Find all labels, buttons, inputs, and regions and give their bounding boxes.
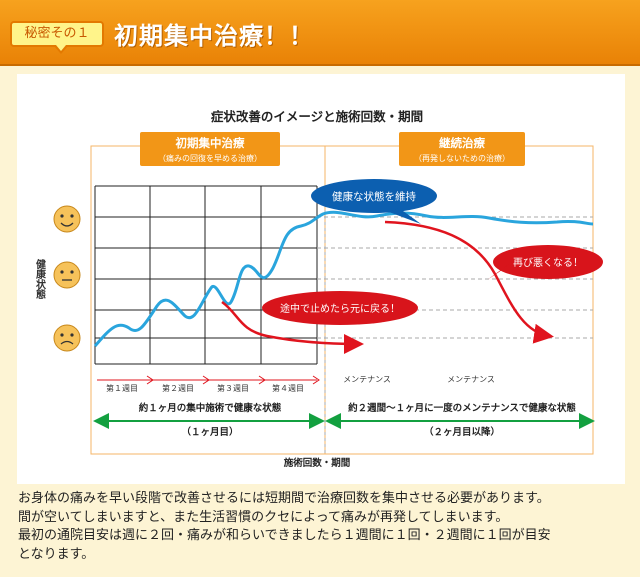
week-1: 第１週目 <box>106 383 138 393</box>
callout-relapse-late-text: 再び悪くなる！ <box>513 257 583 269</box>
callout-relapse-early: 途中で止めたら元に戻る！ <box>262 291 418 325</box>
face-happy-icon <box>53 205 81 233</box>
face-neutral-icon <box>53 261 81 289</box>
phase1-subtitle: （痛みの回復を早める治療） <box>158 153 262 163</box>
improvement-chart: 症状改善のイメージと施術回数・期間 初期集中治療 （痛みの回復を早める治療） 継… <box>34 109 603 469</box>
callout-maintain: 健康な状態を維持 <box>311 179 437 224</box>
maintenance-1: メンテナンス <box>343 375 391 384</box>
callout-maintain-text: 健康な状態を維持 <box>332 190 416 203</box>
chart-panel: 症状改善のイメージと施術回数・期間 初期集中治療 （痛みの回復を早める治療） 継… <box>17 74 625 484</box>
phase2-note: 約２週間～１ヶ月に一度のメンテナンスで健康な状態 <box>348 402 576 414</box>
week-markers <box>97 375 320 385</box>
phase1-note: 約１ヶ月の集中施術で健康な状態 <box>139 402 282 414</box>
description-line-1: お身体の痛みを早い段階で改善させるには短期間で治療回数を集中させる必要があります… <box>18 491 550 506</box>
callout-relapse-late: 再び悪くなる！ <box>487 245 603 280</box>
y-axis-label: 健康状態 <box>34 258 46 300</box>
description-line-2: 間が空いてしまいますと、また生活習慣のクセによって痛みが再発してしまいます。 <box>18 509 509 525</box>
maintenance-2: メンテナンス <box>447 375 495 384</box>
phase2-subtitle: （再発しないための治療） <box>414 153 510 163</box>
x-axis-label: 施術回数・期間 <box>284 457 351 469</box>
phase1-banner <box>140 132 280 166</box>
phase1-title: 初期集中治療 <box>176 136 245 150</box>
health-curve <box>93 210 594 347</box>
description-line-4: となります。 <box>18 546 95 562</box>
relapse-early-curve <box>221 300 364 354</box>
week-4: 第４週目 <box>272 383 304 393</box>
chart-title: 症状改善のイメージと施術回数・期間 <box>211 109 423 124</box>
week-3: 第３週目 <box>217 383 249 393</box>
callout-relapse-early-text: 途中で止めたら元に戻る！ <box>280 302 400 315</box>
phase2-title: 継続治療 <box>439 136 485 150</box>
phase2-duration: （２ヶ月目以降） <box>424 426 500 438</box>
description: お身体の痛みを早い段階で改善させるには短期間で治療回数を集中させる必要があります… <box>18 490 624 564</box>
secret-badge: 秘密その１ <box>10 21 104 54</box>
phase2-banner <box>399 132 525 166</box>
description-line-3: 最初の通院目安は週に２回・痛みが和らいできましたら１週間に１回・２週間に１回が目… <box>18 528 551 543</box>
relapse-late-curve <box>384 220 554 344</box>
section-title: 初期集中治療！！ <box>114 22 314 50</box>
face-sad-icon <box>53 324 81 352</box>
week-2: 第２週目 <box>162 383 194 393</box>
section-header: 秘密その１ 初期集中治療！！ <box>0 0 640 66</box>
phase1-grid <box>94 185 318 365</box>
phase1-duration: （１ヶ月目） <box>181 426 238 438</box>
